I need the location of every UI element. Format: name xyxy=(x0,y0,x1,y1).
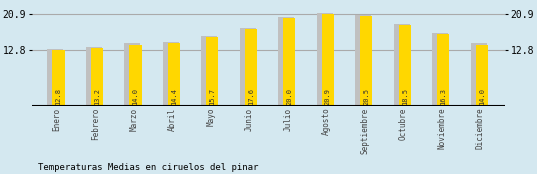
Bar xyxy=(91,48,103,106)
Bar xyxy=(168,43,180,106)
Bar xyxy=(129,45,142,106)
Text: 12.8: 12.8 xyxy=(55,88,61,105)
Bar xyxy=(52,50,64,106)
Bar xyxy=(245,29,257,106)
Text: 20.0: 20.0 xyxy=(286,88,292,105)
Bar xyxy=(476,45,488,106)
Text: 14.0: 14.0 xyxy=(132,88,139,105)
Bar xyxy=(201,36,217,106)
Bar xyxy=(398,25,411,106)
Bar xyxy=(355,15,371,106)
Bar xyxy=(283,18,295,106)
Bar xyxy=(86,47,102,106)
Text: Temperaturas Medias en ciruelos del pinar: Temperaturas Medias en ciruelos del pina… xyxy=(38,163,258,172)
Text: 20.5: 20.5 xyxy=(363,88,369,105)
Bar xyxy=(317,13,333,106)
Text: 13.2: 13.2 xyxy=(94,88,100,105)
Text: 20.9: 20.9 xyxy=(325,88,331,105)
Text: 16.3: 16.3 xyxy=(440,88,446,105)
Bar xyxy=(322,14,334,106)
Bar xyxy=(470,44,487,106)
Bar xyxy=(437,34,449,106)
Bar xyxy=(360,16,372,106)
Text: 15.7: 15.7 xyxy=(209,88,215,105)
Text: 14.4: 14.4 xyxy=(171,88,177,105)
Text: 18.5: 18.5 xyxy=(402,88,408,105)
Bar xyxy=(206,37,219,106)
Bar xyxy=(278,17,294,106)
Text: 17.6: 17.6 xyxy=(248,88,254,105)
Text: 14.0: 14.0 xyxy=(478,88,485,105)
Bar xyxy=(394,24,410,106)
Bar xyxy=(240,28,256,106)
Bar xyxy=(124,44,140,106)
Bar xyxy=(47,49,63,106)
Bar xyxy=(432,33,448,106)
Bar xyxy=(163,42,179,106)
